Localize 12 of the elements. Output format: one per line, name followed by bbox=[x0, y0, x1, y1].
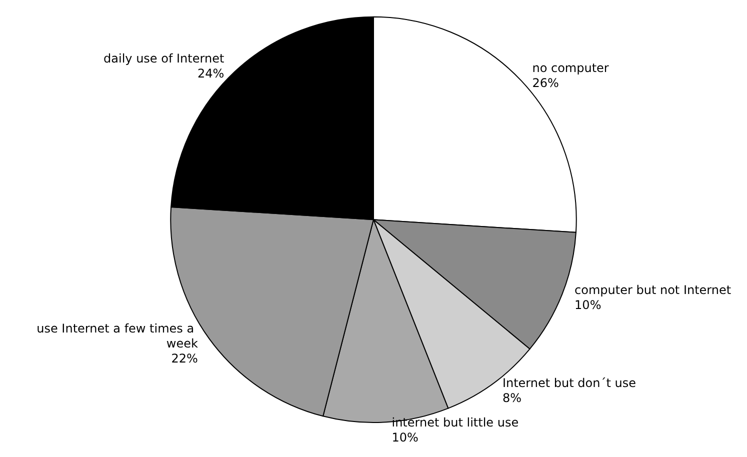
slice-label: no computer bbox=[532, 60, 609, 75]
data-label: 26% bbox=[532, 76, 559, 90]
data-label: 10% bbox=[574, 298, 602, 312]
data-label: 24% bbox=[197, 66, 224, 80]
slice-label: internet but little use bbox=[392, 416, 519, 430]
data-label: 8% bbox=[502, 390, 522, 405]
slice-label: Internet but don´t use bbox=[502, 376, 636, 390]
data-label: 22% bbox=[171, 352, 198, 366]
slice-label: daily use of Internet bbox=[104, 51, 224, 66]
slice-label: use Internet a few times a week bbox=[36, 322, 198, 351]
data-label: 10% bbox=[392, 430, 418, 445]
slice-label: computer but not Internet bbox=[574, 282, 732, 297]
